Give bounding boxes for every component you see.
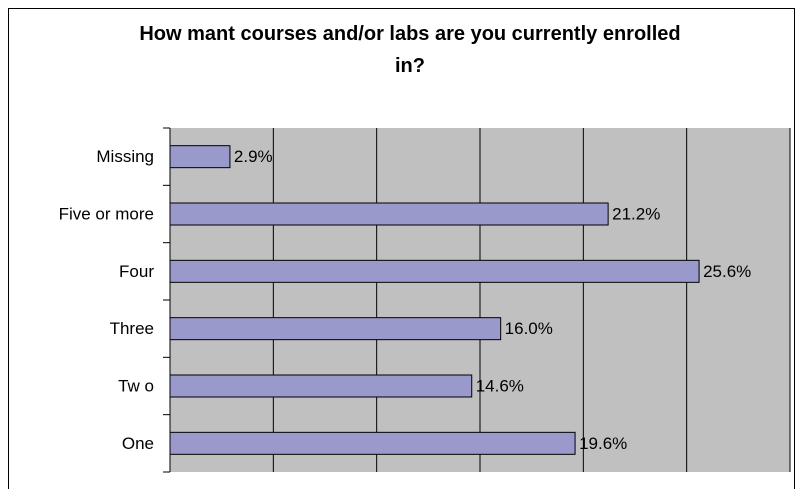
bar	[169, 145, 231, 169]
category-label: Tw o	[118, 376, 154, 395]
value-label: 2.9%	[234, 147, 273, 166]
value-label: 16.0%	[505, 319, 553, 338]
bar	[169, 431, 576, 455]
bar	[169, 259, 700, 283]
category-label: Missing	[96, 147, 154, 166]
category-label: Five or more	[59, 204, 154, 223]
bar	[169, 374, 473, 398]
value-label: 25.6%	[703, 262, 751, 281]
bar	[169, 317, 502, 341]
value-label: 21.2%	[612, 204, 660, 223]
value-label: 19.6%	[579, 434, 627, 453]
bar	[169, 202, 609, 226]
category-label: Four	[119, 262, 154, 281]
category-label: One	[122, 434, 154, 453]
category-label: Three	[110, 319, 154, 338]
chart-title: How mant courses and/or labs are you cur…	[139, 23, 681, 77]
value-label: 14.6%	[476, 376, 524, 395]
